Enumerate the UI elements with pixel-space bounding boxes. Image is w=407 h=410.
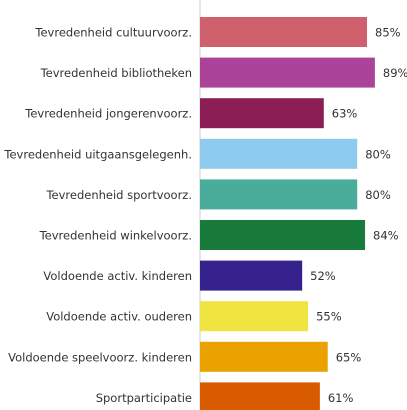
category-label: Voldoende activ. kinderen [43,269,192,283]
bar [200,57,375,88]
value-label: 63% [332,107,358,121]
value-label: 55% [316,310,342,324]
category-label: Voldoende speelvoorz. kinderen [8,350,192,364]
value-label: 84% [373,229,399,243]
category-label: Voldoende activ. ouderen [46,310,192,324]
category-label: Tevredenheid winkelvoorz. [39,229,192,243]
value-label: 85% [375,26,401,40]
value-label: 65% [336,350,362,364]
category-label: Tevredenheid cultuurvoorz. [34,26,192,40]
bar [200,301,309,332]
value-label: 80% [365,188,391,202]
category-label: Tevredenheid sportvoorz. [45,188,192,202]
category-label: Sportparticipatie [96,391,192,405]
category-label: Tevredenheid bibliotheken [40,66,192,80]
bar [200,220,366,250]
bar [200,341,328,372]
bar [200,382,320,410]
category-label: Tevredenheid jongerenvoorz. [24,107,192,121]
bar [200,260,303,291]
value-label: 52% [310,269,336,283]
category-label: Tevredenheid uitgaansgelegenh. [3,147,192,161]
bar [200,138,358,169]
value-label: 89% [383,66,407,80]
bar [200,17,368,47]
bar [200,98,324,129]
value-label: 61% [328,391,354,405]
bar [200,179,358,210]
value-label: 80% [365,147,391,161]
